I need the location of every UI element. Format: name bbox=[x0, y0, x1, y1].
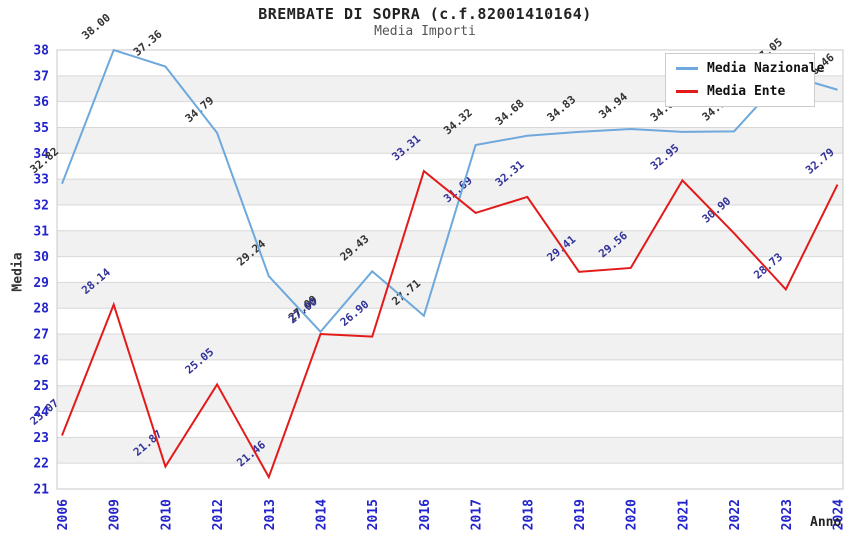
series-line-0 bbox=[61, 48, 838, 334]
x-tick-label: 2020 bbox=[625, 499, 640, 530]
chart-title: BREMBATE DI SOPRA (c.f.82001410164) bbox=[258, 5, 592, 23]
y-tick-label: 29 bbox=[33, 276, 49, 291]
x-tick-label: 2016 bbox=[418, 499, 433, 530]
y-tick-label: 23 bbox=[33, 431, 49, 446]
x-tick-label: 2015 bbox=[366, 499, 381, 530]
y-tick-label: 27 bbox=[33, 328, 49, 343]
legend: Media Nazionale Media Ente bbox=[665, 53, 824, 107]
x-tick-label: 2023 bbox=[780, 499, 795, 530]
y-tick-label: 32 bbox=[33, 198, 49, 213]
legend-item-media-nazionale: Media Nazionale bbox=[676, 61, 824, 76]
plot-band bbox=[57, 334, 843, 360]
x-tick-label: 2006 bbox=[56, 499, 71, 530]
x-tick-label: 2024 bbox=[832, 499, 847, 530]
y-tick-label: 35 bbox=[33, 121, 49, 136]
y-tick-label: 21 bbox=[33, 483, 49, 498]
x-tick-label: 2009 bbox=[108, 499, 123, 530]
plot-border bbox=[56, 49, 844, 490]
series-line-1 bbox=[61, 169, 839, 480]
legend-item-media-ente: Media Ente bbox=[676, 84, 814, 99]
y-tick-label: 38 bbox=[33, 44, 49, 59]
plot-band bbox=[57, 385, 843, 412]
y-tick-label: 26 bbox=[33, 353, 49, 368]
y-tick-label: 30 bbox=[33, 250, 49, 265]
legend-swatch-nazionale bbox=[676, 67, 698, 71]
legend-label-ente: Media Ente bbox=[707, 83, 786, 99]
x-tick-label: 2010 bbox=[159, 499, 174, 530]
y-tick-label: 37 bbox=[33, 69, 49, 84]
x-tick-label: 2021 bbox=[676, 499, 691, 530]
y-tick-label: 34 bbox=[33, 147, 49, 162]
plot-band bbox=[57, 359, 843, 386]
plot-band bbox=[57, 256, 843, 283]
plot-band bbox=[57, 411, 843, 438]
y-tick-label: 36 bbox=[33, 95, 49, 110]
y-tick-label: 24 bbox=[33, 405, 49, 420]
x-axis-title: Anno bbox=[810, 515, 842, 530]
y-tick-label: 33 bbox=[33, 173, 49, 188]
plot-band bbox=[57, 308, 843, 335]
y-tick-label: 28 bbox=[33, 302, 49, 317]
x-tick-label: 2022 bbox=[728, 499, 743, 530]
data-label-series-0: 38.00 bbox=[79, 11, 113, 42]
plot-band bbox=[57, 437, 843, 464]
plot-band bbox=[57, 282, 843, 309]
y-axis-title: Media bbox=[10, 252, 26, 292]
x-tick-label: 2018 bbox=[521, 499, 536, 530]
plot-band bbox=[57, 153, 843, 180]
y-tick-label: 25 bbox=[33, 379, 49, 394]
x-tick-label: 2012 bbox=[211, 499, 226, 530]
plot-band bbox=[57, 230, 843, 257]
x-tick-label: 2014 bbox=[315, 499, 330, 530]
y-tick-label: 31 bbox=[33, 224, 49, 239]
x-tick-label: 2017 bbox=[470, 499, 485, 530]
legend-label-nazionale: Media Nazionale bbox=[707, 61, 825, 77]
legend-swatch-ente bbox=[676, 89, 698, 93]
x-tick-label: 2019 bbox=[573, 499, 588, 530]
plot-band bbox=[57, 463, 843, 489]
chart-subtitle: Media Importi bbox=[374, 24, 476, 39]
x-tick-label: 2013 bbox=[263, 499, 278, 530]
y-tick-label: 22 bbox=[33, 457, 49, 472]
